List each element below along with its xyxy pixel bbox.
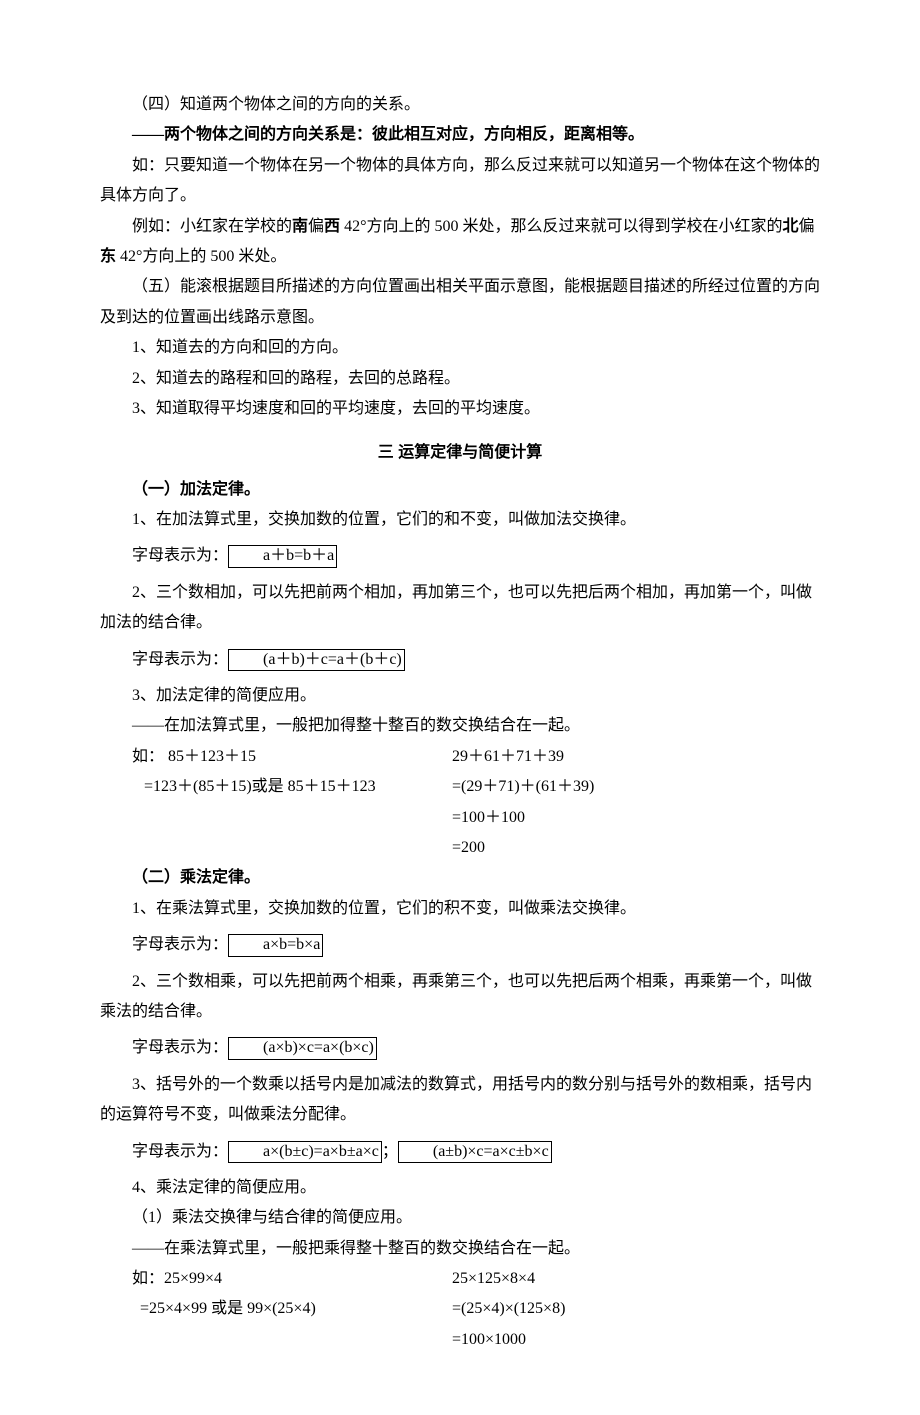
text: 偏 <box>798 218 814 235</box>
text: （五）能滚根据题目所描述的方向位置画出相关平面示意图，能根据题目描述的所经过位置… <box>100 278 820 325</box>
text: 3、括号外的一个数乘以括号内是加减法的数算式，用括号内的数分别与括号外的数相乘，… <box>100 1076 812 1123</box>
document-page: （四）知道两个物体之间的方向的关系。 ——两个物体之间的方向关系是：彼此相互对应… <box>0 0 920 1415</box>
text: 42°方向上的 500 米处，那么反过来就可以得到学校在小红家的 <box>340 218 782 235</box>
addition-rule-3: 3、加法定律的简便应用。 <box>100 681 820 711</box>
para-four-example2: 例如：小红家在学校的南偏西 42°方向上的 500 米处，那么反过来就可以得到学… <box>100 212 820 273</box>
addition-example-row4: =200 <box>132 833 820 863</box>
example-right: =(29＋71)＋(61＋39) <box>452 772 820 802</box>
multiplication-rule-3: 3、括号外的一个数乘以括号内是加减法的数算式，用括号内的数分别与括号外的数相乘，… <box>100 1070 820 1131</box>
formula-label: 字母表示为： <box>132 936 228 953</box>
formula-label: 字母表示为： <box>132 1039 228 1056</box>
text: 2、三个数相乘，可以先把前两个相乘，再乘第三个，也可以先把后两个相乘，再乘第一个… <box>100 973 812 1020</box>
multiplication-rule-2: 2、三个数相乘，可以先把前两个相乘，再乘第三个，也可以先把后两个相乘，再乘第一个… <box>100 967 820 1028</box>
text-bold: 西 <box>324 218 340 235</box>
formula-label: 字母表示为： <box>132 1143 228 1160</box>
example-left: 如：25×99×4 <box>132 1264 452 1294</box>
example-left <box>132 833 452 863</box>
addition-formula-2: 字母表示为：(a＋b)＋c=a＋(b＋c) <box>100 645 820 675</box>
separator: ； <box>382 1143 398 1160</box>
section-three-title: 三 运算定律与简便计算 <box>100 438 820 468</box>
multiplication-example-row3: =100×1000 <box>132 1325 820 1355</box>
text-bold: 东 <box>100 248 116 265</box>
formula-boxed: (a＋b)＋c=a＋(b＋c) <box>228 649 405 672</box>
para-four-rule: ——两个物体之间的方向关系是：彼此相互对应，方向相反，距离相等。 <box>100 120 820 150</box>
formula-boxed: (a×b)×c=a×(b×c) <box>228 1037 377 1060</box>
example-left <box>132 1325 452 1355</box>
multiplication-formula-2: 字母表示为：(a×b)×c=a×(b×c) <box>100 1033 820 1063</box>
addition-law-heading: （一）加法定律。 <box>100 475 820 505</box>
example-right: 29＋61＋71＋39 <box>452 742 820 772</box>
addition-rule-2: 2、三个数相加，可以先把前两个相加，再加第三个，也可以先把后两个相加，再加第一个… <box>100 578 820 639</box>
formula-boxed: a＋b=b＋a <box>228 545 337 568</box>
multiplication-rule-4-desc: ——在乘法算式里，一般把乘得整十整百的数交换结合在一起。 <box>100 1234 820 1264</box>
example-left: =123＋(85＋15)或是 85＋15＋123 <box>132 772 452 802</box>
text: 如：只要知道一个物体在另一个物体的具体方向，那么反过来就可以知道另一个物体在这个… <box>100 157 820 204</box>
para-five-item3: 3、知道取得平均速度和回的平均速度，去回的平均速度。 <box>100 394 820 424</box>
example-right: =(25×4)×(125×8) <box>452 1294 820 1324</box>
multiplication-example-row1: 如：25×99×4 25×125×8×4 <box>132 1264 820 1294</box>
addition-example-row3: =100＋100 <box>132 803 820 833</box>
addition-rule-3-desc: ——在加法算式里，一般把加得整十整百的数交换结合在一起。 <box>100 711 820 741</box>
example-right: 25×125×8×4 <box>452 1264 820 1294</box>
formula-boxed: (a±b)×c=a×c±b×c <box>398 1141 552 1164</box>
multiplication-rule-1: 1、在乘法算式里，交换加数的位置，它们的积不变，叫做乘法交换律。 <box>100 894 820 924</box>
addition-example-row1: 如： 85＋123＋15 29＋61＋71＋39 <box>132 742 820 772</box>
multiplication-formula-1: 字母表示为：a×b=b×a <box>100 930 820 960</box>
example-right: =100＋100 <box>452 803 820 833</box>
multiplication-example-row2: =25×4×99 或是 99×(25×4) =(25×4)×(125×8) <box>132 1294 820 1324</box>
example-left: =25×4×99 或是 99×(25×4) <box>132 1294 452 1324</box>
text-bold: 南 <box>292 218 308 235</box>
text: 例如：小红家在学校的 <box>132 218 292 235</box>
formula-label: 字母表示为： <box>132 547 228 564</box>
multiplication-rule-4: 4、乘法定律的简便应用。 <box>100 1173 820 1203</box>
multiplication-law-heading: （二）乘法定律。 <box>100 863 820 893</box>
formula-label: 字母表示为： <box>132 651 228 668</box>
formula-boxed: a×b=b×a <box>228 934 323 957</box>
example-right: =200 <box>452 833 820 863</box>
text: 2、三个数相加，可以先把前两个相加，再加第三个，也可以先把后两个相加，再加第一个… <box>100 584 812 631</box>
addition-formula-1: 字母表示为：a＋b=b＋a <box>100 541 820 571</box>
text: 偏 <box>308 218 324 235</box>
para-four-heading: （四）知道两个物体之间的方向的关系。 <box>100 90 820 120</box>
text-bold: 北 <box>782 218 798 235</box>
example-right: =100×1000 <box>452 1325 820 1355</box>
multiplication-formula-3: 字母表示为：a×(b±c)=a×b±a×c；(a±b)×c=a×c±b×c <box>100 1137 820 1167</box>
example-left: 如： 85＋123＋15 <box>132 742 452 772</box>
addition-rule-1: 1、在加法算式里，交换加数的位置，它们的和不变，叫做加法交换律。 <box>100 505 820 535</box>
text: 42°方向上的 500 米处。 <box>116 248 286 265</box>
para-five-item2: 2、知道去的路程和回的路程，去回的总路程。 <box>100 364 820 394</box>
addition-example-row2: =123＋(85＋15)或是 85＋15＋123 =(29＋71)＋(61＋39… <box>132 772 820 802</box>
para-five-item1: 1、知道去的方向和回的方向。 <box>100 333 820 363</box>
formula-boxed: a×(b±c)=a×b±a×c <box>228 1141 382 1164</box>
para-five: （五）能滚根据题目所描述的方向位置画出相关平面示意图，能根据题目描述的所经过位置… <box>100 272 820 333</box>
para-four-example1: 如：只要知道一个物体在另一个物体的具体方向，那么反过来就可以知道另一个物体在这个… <box>100 151 820 212</box>
multiplication-rule-4-1: （1）乘法交换律与结合律的简便应用。 <box>100 1203 820 1233</box>
example-left <box>132 803 452 833</box>
